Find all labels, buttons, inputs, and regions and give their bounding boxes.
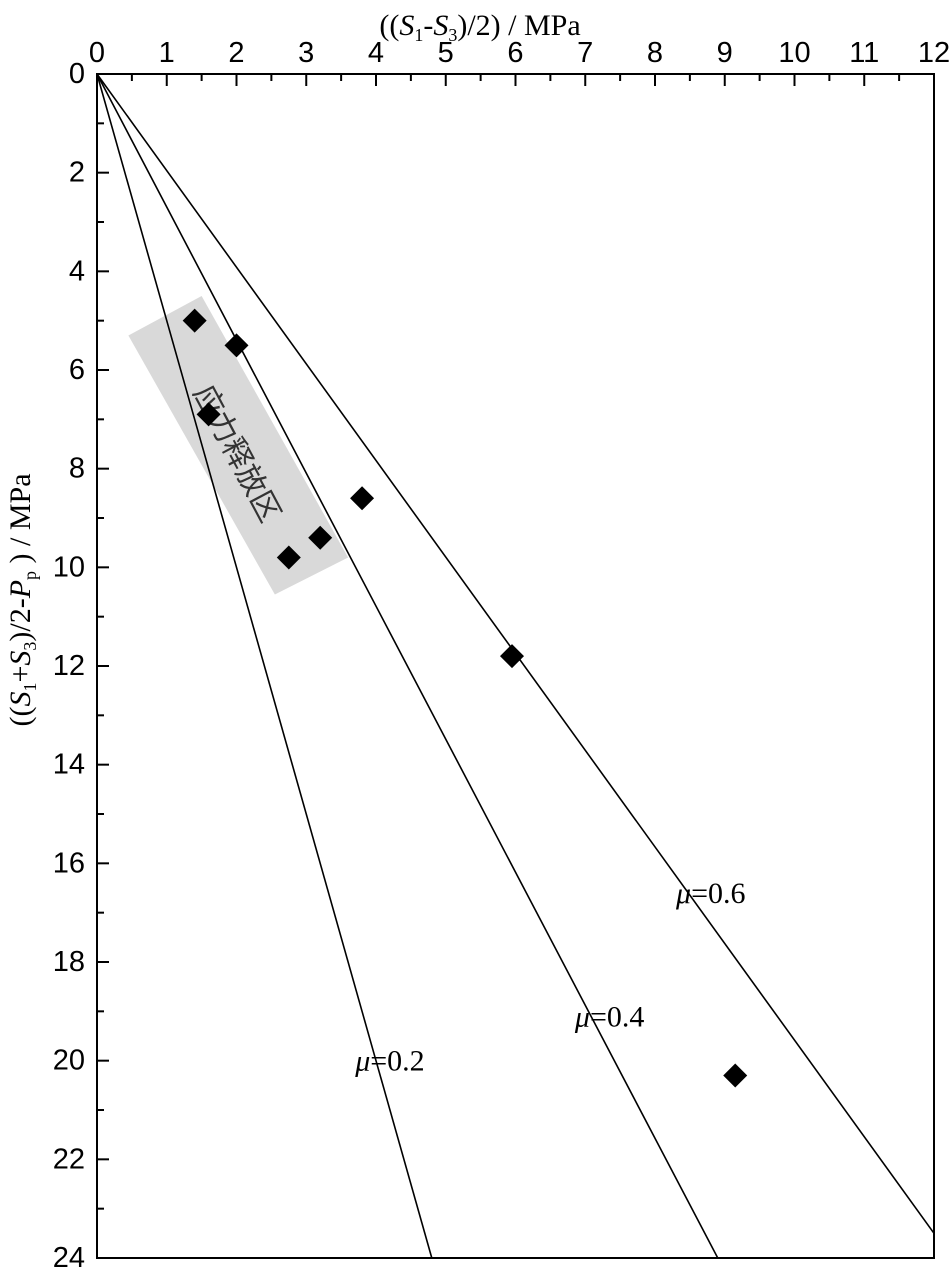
y-tick-label: 2: [69, 157, 85, 189]
x-tick-label: 11: [849, 37, 879, 69]
y-tick-label: 18: [53, 946, 85, 978]
friction-line: [96, 73, 433, 1259]
x-tick-label: 10: [778, 37, 810, 69]
x-tick-label: 12: [918, 37, 950, 69]
data-point: [723, 1063, 748, 1088]
friction-line-labels: μ=0.2 μ=0.4 μ=0.6: [354, 876, 745, 1077]
y-tick-label: 0: [69, 58, 85, 90]
x-tick-label: 3: [298, 37, 314, 69]
x-axis-ticks: 0 1 2 3 4 5 6 7 8 9 10 11 12: [89, 37, 950, 86]
y-tick-label: 8: [69, 453, 85, 485]
x-tick-label: 0: [89, 37, 105, 69]
y-tick-label: 16: [53, 847, 85, 879]
data-point: [350, 486, 375, 511]
data-point: [182, 308, 207, 333]
data-points: [182, 308, 748, 1088]
y-tick-label: 4: [69, 255, 85, 287]
y-tick-label: 24: [53, 1242, 85, 1272]
y-tick-label: 6: [69, 354, 85, 386]
stress-release-zone-shape: [128, 296, 349, 595]
y-tick-label: 14: [53, 749, 85, 781]
data-point: [276, 545, 301, 570]
y-tick-label: 10: [53, 551, 85, 583]
plot-frame: [96, 73, 935, 1259]
friction-line: [96, 73, 719, 1259]
x-tick-label: 7: [577, 37, 593, 69]
y-tick-label: 20: [53, 1045, 85, 1077]
friction-line-label: μ=0.4: [574, 1000, 644, 1033]
y-tick-label: 12: [53, 650, 85, 682]
data-point: [500, 644, 525, 669]
friction-lines: [96, 73, 935, 1259]
x-tick-label: 5: [438, 37, 454, 69]
x-axis-title: ((S1-S3)/2) / MPa: [379, 9, 580, 46]
friction-line-label: μ=0.2: [354, 1044, 424, 1077]
x-tick-label: 1: [159, 37, 175, 69]
friction-line-label: μ=0.6: [675, 876, 745, 909]
data-point: [224, 333, 249, 358]
x-tick-label: 9: [717, 37, 733, 69]
y-axis-title: ((S1+S3)/2-Pp ) / MPa: [4, 473, 41, 726]
data-point: [196, 402, 221, 427]
x-tick-label: 4: [368, 37, 384, 69]
x-tick-label: 6: [507, 37, 523, 69]
y-tick-label: 22: [53, 1143, 85, 1175]
x-tick-label: 8: [647, 37, 663, 69]
data-point: [308, 525, 333, 550]
x-tick-label: 2: [228, 37, 244, 69]
